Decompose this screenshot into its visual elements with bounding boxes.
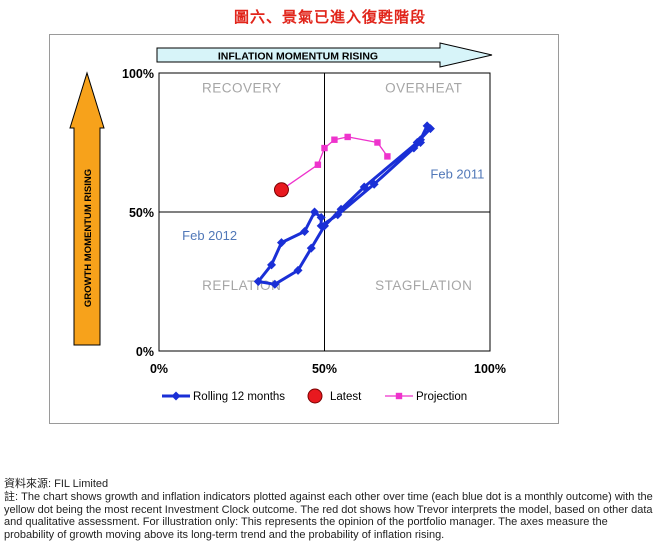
rolling-12-months-line	[256, 125, 432, 286]
date-annotation: Feb 2011	[430, 167, 484, 182]
legend-swatch-projection	[395, 392, 403, 400]
y-tick-label: 100%	[122, 67, 154, 81]
projection-point	[374, 139, 381, 146]
projection-point	[344, 133, 351, 141]
growth-arrow-shape	[69, 71, 105, 346]
rolling-12-months-point	[270, 279, 280, 289]
projection-point	[331, 136, 338, 143]
page-title: 圖六、景氣已進入復甦階段	[233, 8, 426, 26]
quadrant-label: RECOVERY	[202, 80, 282, 95]
legend: Rolling 12 months Latest Projection	[162, 388, 467, 404]
growth-arrow: GROWTH MOMENTUM RISING	[69, 71, 105, 346]
latest-point	[273, 182, 289, 198]
projection-point	[321, 144, 328, 152]
rolling-12-months-point	[359, 182, 369, 192]
rolling-12-months-point	[412, 138, 422, 147]
date-annotation: Feb 2012	[182, 228, 237, 243]
rolling-12-months-point	[306, 243, 316, 253]
y-tick-label: 0%	[136, 345, 154, 359]
quadrant-label: STAGFLATION	[375, 278, 472, 293]
inflation-arrow-label: INFLATION MOMENTUM RISING	[218, 51, 378, 63]
x-tick-label: 0%	[150, 362, 168, 376]
legend-swatch-rolling-12-months	[171, 391, 181, 401]
rolling-12-months-point	[422, 121, 432, 131]
rolling-12-months-point	[316, 213, 326, 223]
rolling-12-months-point	[267, 260, 277, 270]
note-text: 註: The chart shows growth and inflation …	[4, 491, 653, 541]
legend-swatch-latest	[307, 388, 323, 404]
growth-arrow-label: GROWTH MOMENTUM RISING	[83, 169, 94, 307]
legend-label-latest: Latest	[330, 391, 362, 403]
quadrant-label: OVERHEAT	[385, 80, 462, 95]
rolling-12-months-point	[425, 124, 435, 134]
investment-clock-chart: INFLATION MOMENTUM RISING GROWTH MOMENTU…	[69, 42, 506, 404]
rolling-12-months-point	[293, 265, 303, 275]
projection-point	[384, 153, 391, 160]
inflation-arrow-shape	[156, 42, 493, 68]
rolling-12-months-point	[276, 238, 286, 248]
rolling-12-months-point	[300, 226, 310, 236]
x-tick-label: 50%	[312, 362, 337, 376]
legend-label-rolling-12-months: Rolling 12 months	[193, 391, 285, 403]
rolling-12-months-point	[310, 207, 320, 217]
source-line: 資料來源: FIL Limited	[4, 478, 109, 490]
legend-label-projection: Projection	[416, 391, 467, 403]
chart-frame: INFLATION MOMENTUM RISING GROWTH MOMENTU…	[49, 34, 559, 424]
y-tick-label: 50%	[129, 206, 154, 220]
x-tick-label: 100%	[474, 362, 506, 376]
projection-point	[314, 161, 322, 168]
rolling-12-months-point	[336, 204, 346, 214]
rolling-12-months-point	[369, 179, 379, 189]
chart-layer: RECOVERY OVERHEAT REFLATION STAGFLATION 0% 50…	[122, 67, 506, 376]
quadrant-label: REFLATION	[202, 278, 281, 293]
inflation-arrow: INFLATION MOMENTUM RISING	[156, 42, 493, 68]
rolling-12-months-point	[320, 221, 329, 231]
